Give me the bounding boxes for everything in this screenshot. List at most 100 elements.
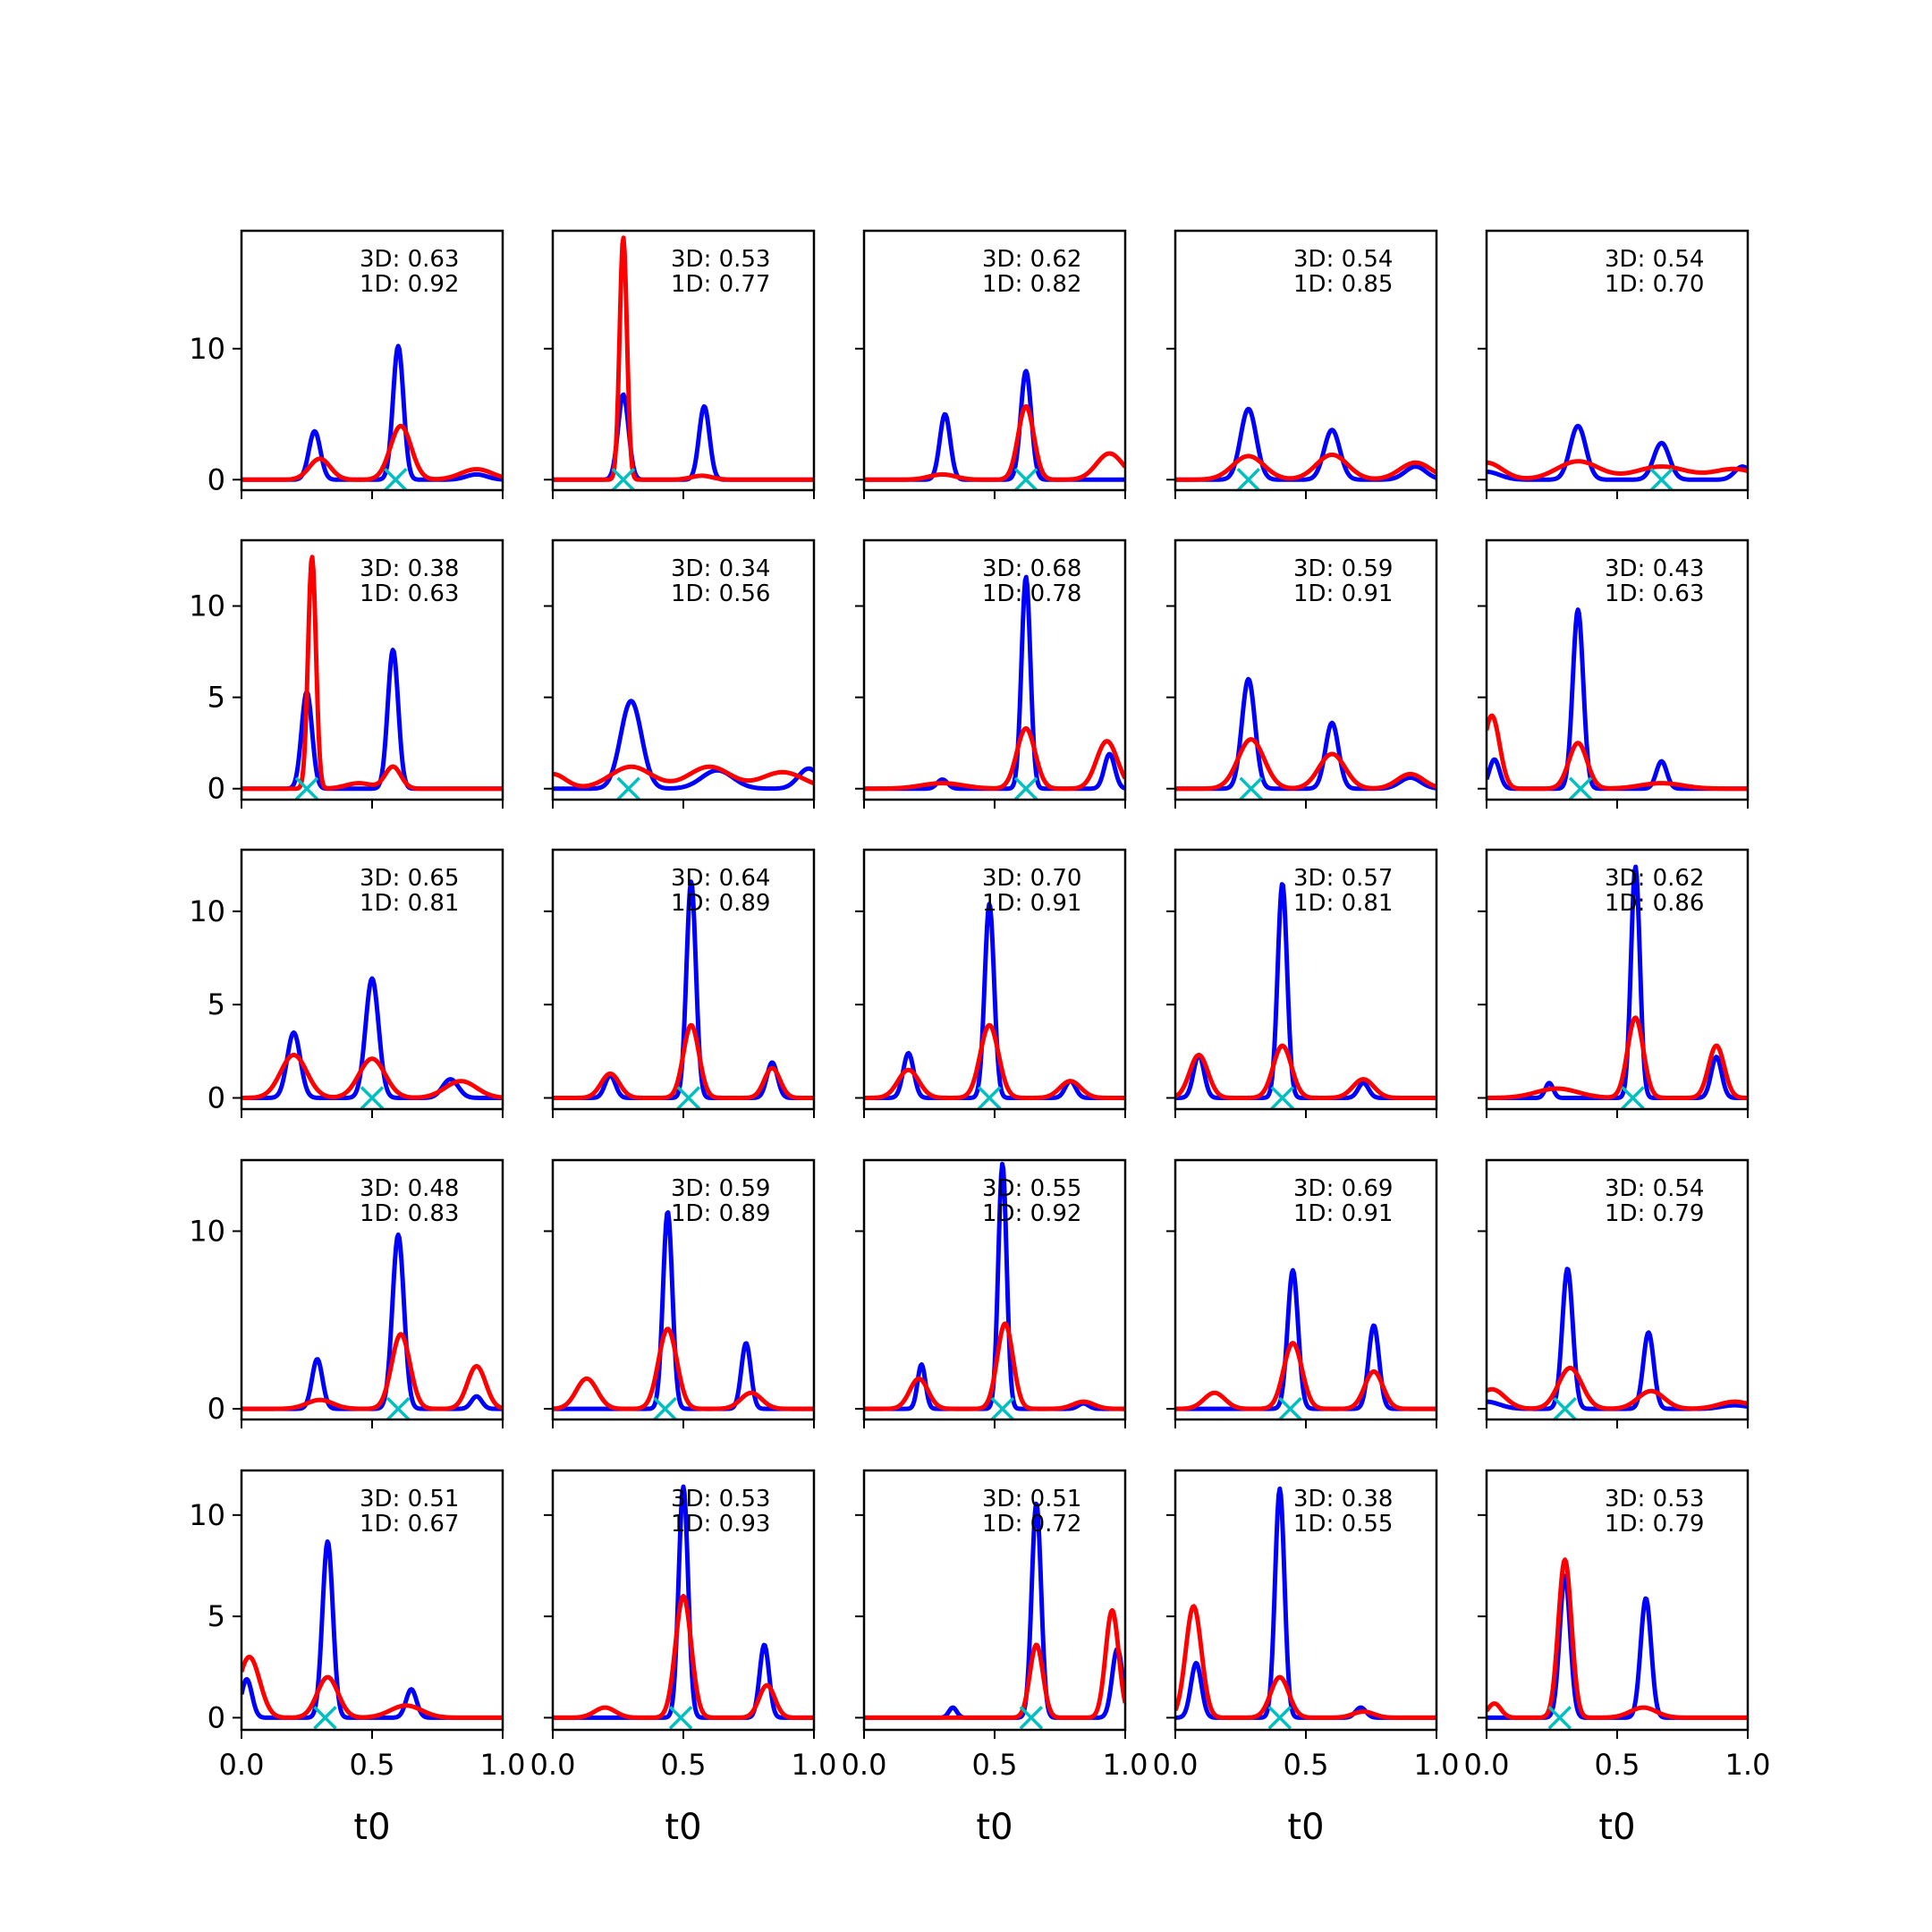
score-1d-label: 1D: 0.81 <box>360 890 459 917</box>
plot-area <box>242 343 503 490</box>
plot-area <box>1487 423 1748 490</box>
score-1d-label: 1D: 0.67 <box>360 1511 459 1538</box>
score-1d-label: 1D: 0.82 <box>982 271 1081 298</box>
x-tick-label: 1.0 <box>1725 1748 1771 1782</box>
score-3d-label: 3D: 0.54 <box>1605 1175 1704 1202</box>
score-3d-label: 3D: 0.69 <box>1293 1175 1393 1202</box>
score-1d-label: 1D: 0.83 <box>360 1200 459 1227</box>
marker-x <box>990 1396 1014 1419</box>
score-3d-label: 3D: 0.57 <box>1293 865 1393 892</box>
plot-area <box>242 976 503 1109</box>
score-3d-label: 3D: 0.62 <box>982 246 1081 273</box>
red-series-line <box>1487 1557 1748 1720</box>
blue-series-line <box>553 1210 814 1411</box>
marker-x <box>313 1706 337 1730</box>
x-tick-label: 1.0 <box>1103 1748 1148 1782</box>
plot-area <box>1175 882 1436 1109</box>
marker-x <box>384 468 408 490</box>
score-1d-label: 1D: 0.89 <box>671 890 770 917</box>
blue-series-line <box>864 902 1125 1100</box>
y-tick-label: 0 <box>208 1392 225 1426</box>
plot-area <box>1175 1267 1436 1419</box>
y-tick-label: 5 <box>208 681 225 715</box>
score-1d-label: 1D: 0.55 <box>1293 1511 1393 1538</box>
red-series-line <box>1487 713 1748 792</box>
plot-area <box>864 574 1125 800</box>
blue-series-line <box>1175 406 1436 482</box>
plot-area <box>242 1538 503 1730</box>
marker-x <box>360 1086 385 1109</box>
plot-area <box>1487 607 1748 800</box>
marker-x <box>386 1396 411 1419</box>
red-series-line <box>242 423 503 482</box>
score-3d-label: 3D: 0.65 <box>360 865 459 892</box>
y-tick-label: 5 <box>208 1599 225 1633</box>
plot-area <box>864 369 1125 490</box>
red-series-line <box>864 1022 1125 1100</box>
marker-x <box>1270 1086 1294 1109</box>
plot-area <box>553 1210 814 1419</box>
y-tick-label: 0 <box>208 1700 225 1734</box>
score-3d-label: 3D: 0.53 <box>1605 1486 1704 1513</box>
x-axis-label: t0 <box>976 1807 1013 1848</box>
y-tick-label: 10 <box>189 1498 225 1532</box>
score-1d-label: 1D: 0.63 <box>360 580 459 607</box>
score-3d-label: 3D: 0.63 <box>360 246 459 273</box>
marker-x <box>616 776 640 800</box>
score-3d-label: 3D: 0.34 <box>671 555 770 582</box>
x-tick-label: 0.0 <box>530 1748 576 1782</box>
marker-x <box>611 468 636 490</box>
x-tick-label: 0.5 <box>1284 1748 1329 1782</box>
plot-area <box>864 1501 1125 1730</box>
plot-area <box>242 1232 503 1419</box>
score-3d-label: 3D: 0.38 <box>1293 1486 1393 1513</box>
y-tick-label: 10 <box>189 1214 225 1248</box>
red-series-line <box>1175 737 1436 792</box>
score-1d-label: 1D: 0.79 <box>1605 1511 1704 1538</box>
plot-area <box>553 235 814 490</box>
score-3d-label: 3D: 0.51 <box>360 1486 459 1513</box>
score-1d-label: 1D: 0.72 <box>982 1511 1081 1538</box>
blue-series-line <box>1487 864 1748 1100</box>
blue-series-line <box>553 699 814 792</box>
marker-x <box>668 1706 693 1730</box>
y-tick-label: 0 <box>208 772 225 806</box>
marker-x <box>1568 776 1593 800</box>
score-3d-label: 3D: 0.43 <box>1605 555 1704 582</box>
plot-area <box>1487 1557 1748 1730</box>
x-tick-label: 0.5 <box>972 1748 1018 1782</box>
marker-x <box>977 1086 1002 1109</box>
marker-x <box>1013 468 1038 490</box>
score-3d-label: 3D: 0.55 <box>982 1175 1081 1202</box>
y-tick-label: 0 <box>208 1080 225 1114</box>
red-series-line <box>1175 452 1436 482</box>
plot-area <box>1487 864 1748 1109</box>
score-1d-label: 1D: 0.91 <box>1293 1200 1393 1227</box>
red-series-line <box>1175 1043 1436 1100</box>
marker-x <box>1547 1706 1572 1730</box>
score-1d-label: 1D: 0.93 <box>671 1511 770 1538</box>
x-tick-label: 1.0 <box>1414 1748 1460 1782</box>
score-3d-label: 3D: 0.54 <box>1293 246 1393 273</box>
red-series-line <box>1487 1015 1748 1100</box>
red-series-line <box>1175 1341 1436 1411</box>
y-tick-label: 5 <box>208 987 225 1021</box>
score-3d-label: 3D: 0.59 <box>1293 555 1393 582</box>
red-series-line <box>864 403 1125 482</box>
